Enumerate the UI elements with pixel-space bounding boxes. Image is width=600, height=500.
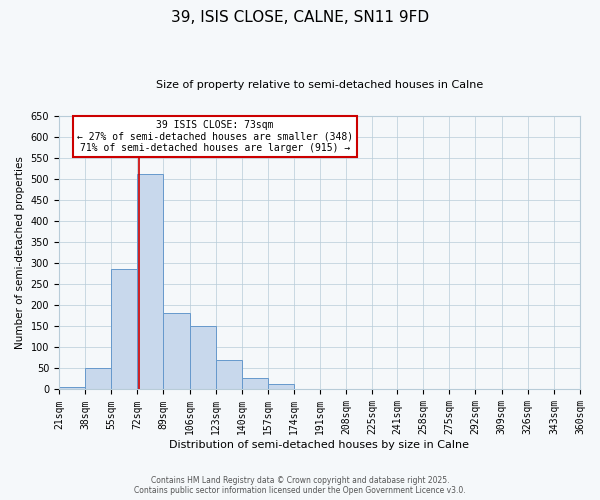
Text: Contains HM Land Registry data © Crown copyright and database right 2025.
Contai: Contains HM Land Registry data © Crown c…: [134, 476, 466, 495]
Bar: [137, 174, 163, 390]
Bar: [59, 388, 85, 390]
Text: 39, ISIS CLOSE, CALNE, SN11 9FD: 39, ISIS CLOSE, CALNE, SN11 9FD: [171, 10, 429, 25]
Bar: [242, 378, 268, 390]
Title: Size of property relative to semi-detached houses in Calne: Size of property relative to semi-detach…: [156, 80, 483, 90]
Y-axis label: Number of semi-detached properties: Number of semi-detached properties: [15, 156, 25, 349]
Bar: [85, 368, 111, 390]
Bar: [215, 360, 242, 390]
Bar: [163, 313, 190, 390]
Text: 39 ISIS CLOSE: 73sqm
← 27% of semi-detached houses are smaller (348)
71% of semi: 39 ISIS CLOSE: 73sqm ← 27% of semi-detac…: [77, 120, 353, 153]
Bar: [294, 388, 320, 390]
Bar: [190, 326, 215, 390]
Bar: [111, 270, 137, 390]
Bar: [268, 384, 294, 390]
X-axis label: Distribution of semi-detached houses by size in Calne: Distribution of semi-detached houses by …: [169, 440, 469, 450]
